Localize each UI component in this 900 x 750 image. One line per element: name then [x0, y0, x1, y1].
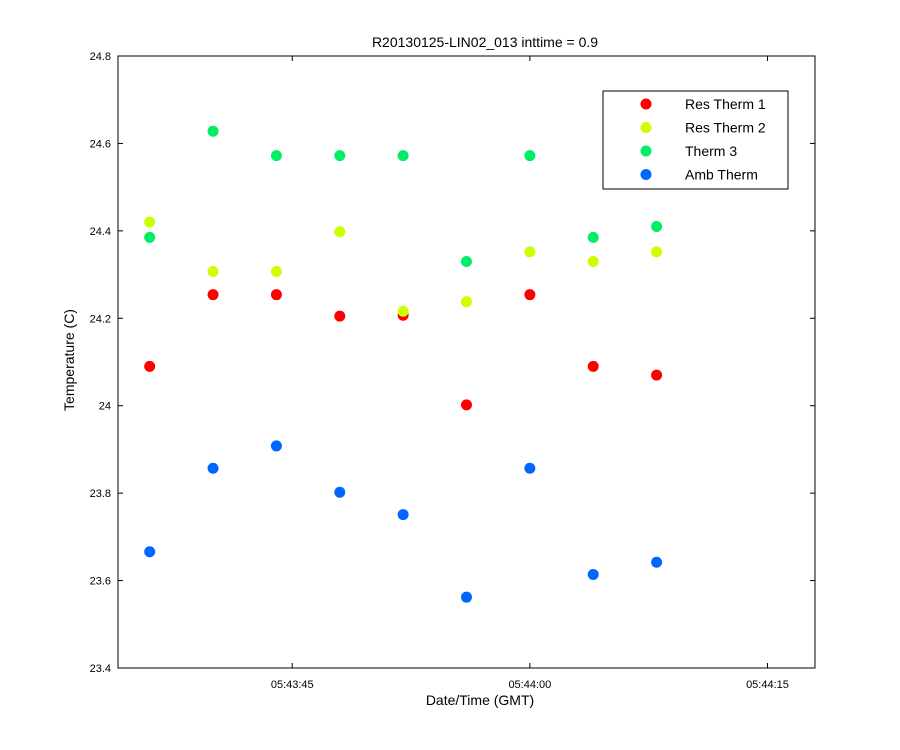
- legend-label: Res Therm 1: [685, 96, 766, 112]
- legend-label: Amb Therm: [685, 167, 758, 183]
- data-point: [207, 266, 219, 278]
- data-point: [524, 150, 536, 162]
- data-point: [144, 216, 156, 228]
- legend-marker: [640, 122, 652, 133]
- data-point: [207, 462, 219, 474]
- data-point: [461, 255, 472, 267]
- legend: Res Therm 1 Res Therm 2 Therm 3 Amb Therm: [602, 90, 789, 190]
- data-point: [334, 226, 346, 238]
- chart-title: R20130125-LIN02_013 inttime = 0.9: [372, 34, 598, 50]
- data-point: [461, 399, 472, 411]
- data-points: [144, 125, 663, 603]
- data-point: [144, 360, 156, 372]
- legend-label: Therm 3: [685, 143, 737, 159]
- data-point: [144, 231, 156, 243]
- y-tick-label: 24.4: [90, 226, 111, 238]
- x-axis-label: Date/Time (GMT): [426, 692, 534, 708]
- data-point: [587, 255, 599, 267]
- data-point: [461, 296, 472, 308]
- data-point: [144, 546, 156, 558]
- data-point: [397, 150, 409, 162]
- data-point: [207, 125, 219, 137]
- data-point: [651, 246, 663, 258]
- data-point: [587, 568, 599, 580]
- legend-box: [602, 90, 789, 190]
- y-tick-label: 24.6: [90, 138, 111, 150]
- y-axis-label: Temperature (C): [61, 309, 77, 411]
- data-point: [334, 310, 346, 322]
- x-tick-label: 05:44:15: [746, 679, 789, 691]
- y-tick-label: 23.6: [90, 576, 111, 588]
- x-tick-label: 05:44:00: [508, 679, 551, 691]
- axis-ticks: 23.4 23.6 23.8 24 24.2 24.4 24.6 24.8 05:43:45 05…: [90, 51, 815, 691]
- data-point: [270, 266, 282, 278]
- data-point: [397, 305, 409, 317]
- data-point: [334, 486, 346, 498]
- data-point: [397, 509, 409, 521]
- legend-marker: [640, 145, 652, 157]
- legend-label: Res Therm 2: [685, 120, 766, 136]
- data-point: [207, 289, 219, 301]
- data-point: [524, 246, 536, 258]
- data-point: [651, 369, 663, 381]
- data-point: [524, 462, 536, 474]
- data-point: [587, 360, 599, 372]
- data-point: [270, 289, 282, 301]
- y-tick-label: 24.2: [90, 313, 111, 325]
- x-tick-label: 05:43:45: [271, 679, 314, 691]
- y-tick-label: 23.4: [90, 663, 111, 675]
- y-tick-label: 23.8: [90, 488, 111, 500]
- data-point: [524, 289, 536, 301]
- data-point: [461, 591, 472, 603]
- data-point: [651, 220, 663, 232]
- series-2: [144, 125, 663, 267]
- series-3: [144, 440, 663, 603]
- y-tick-label: 24: [99, 401, 111, 413]
- legend-marker: [640, 169, 652, 180]
- data-point: [270, 440, 282, 452]
- data-point: [334, 150, 346, 162]
- legend-marker: [640, 98, 652, 110]
- data-point: [587, 231, 599, 243]
- series-1: [144, 216, 663, 317]
- data-point: [651, 556, 663, 568]
- y-tick-label: 24.8: [90, 51, 111, 63]
- data-point: [270, 150, 282, 162]
